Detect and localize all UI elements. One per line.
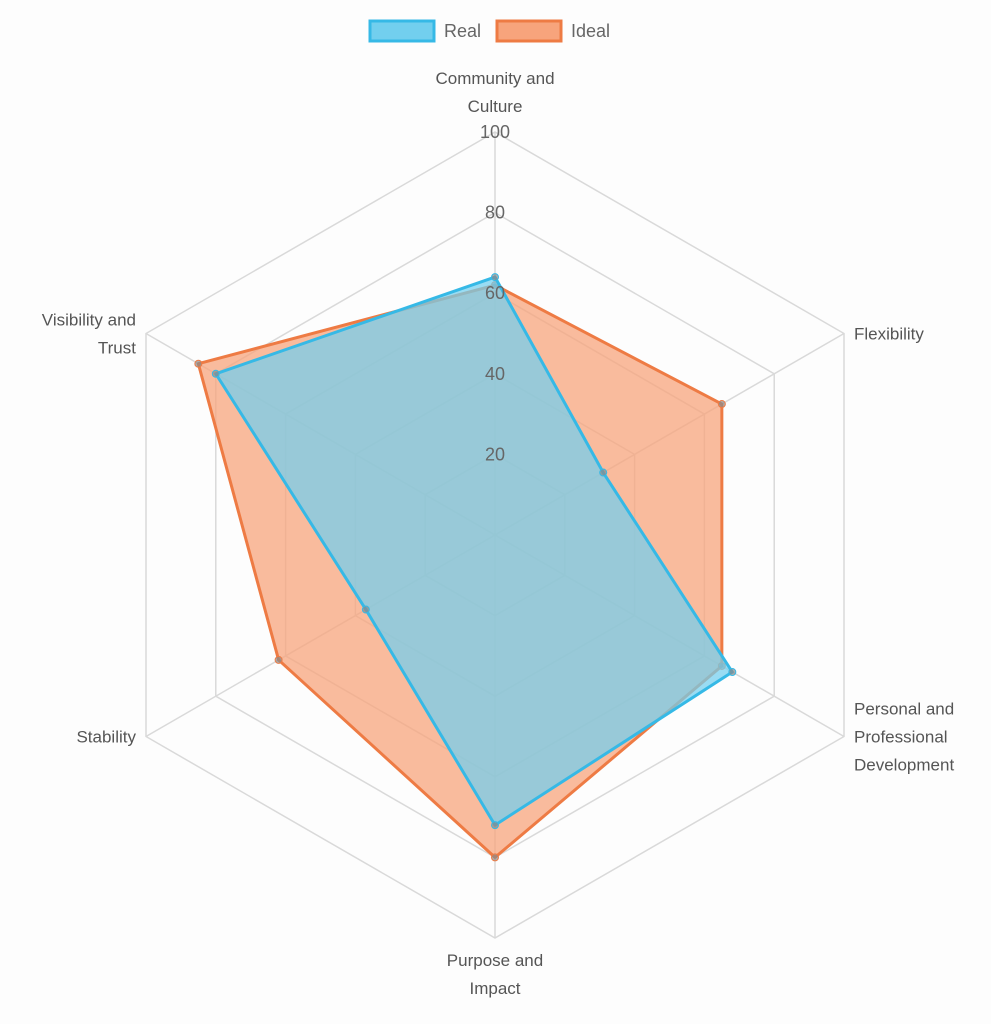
series-real-point-4	[361, 605, 370, 614]
series-ideal-point-1	[717, 400, 726, 409]
axis-label-5: Visibility and Trust	[42, 311, 136, 358]
legend-swatch-ideal	[495, 19, 563, 43]
series-ideal-point-4	[274, 655, 283, 664]
series-real-point-1	[599, 468, 608, 477]
axis-label-3: Purpose and Impact	[447, 951, 543, 998]
series-real-point-3	[491, 821, 499, 830]
series-real-point-5	[211, 369, 220, 378]
radial-tick-labels: 20 40 60 80 100	[480, 122, 510, 464]
series-layer	[194, 273, 737, 862]
axis-label-0: Community and Culture	[435, 69, 554, 116]
axis-labels: Community and Culture Flexibility Personal …	[42, 69, 955, 998]
chart-legend: Real Ideal	[368, 19, 610, 43]
series-real-point-2	[728, 668, 737, 677]
axis-label-4: Stability	[76, 728, 136, 747]
series-ideal-point-3	[491, 853, 499, 862]
legend-label-real: Real	[444, 21, 481, 41]
tick-label-60: 60	[485, 283, 505, 303]
tick-label-80: 80	[485, 203, 505, 223]
axis-label-2: Personal and Professional Development	[854, 700, 954, 775]
legend-swatch-real	[368, 19, 436, 43]
tick-label-40: 40	[485, 364, 505, 384]
legend-label-ideal: Ideal	[571, 21, 610, 41]
tick-label-100: 100	[480, 122, 510, 142]
axis-label-1: Flexibility	[854, 325, 924, 344]
series-ideal-point-5	[194, 359, 203, 368]
series-real	[211, 273, 737, 830]
legend-item-real[interactable]: Real	[368, 19, 481, 43]
series-real-point-0	[491, 273, 499, 282]
tick-label-20: 20	[485, 444, 505, 464]
legend-item-ideal[interactable]: Ideal	[495, 19, 610, 43]
